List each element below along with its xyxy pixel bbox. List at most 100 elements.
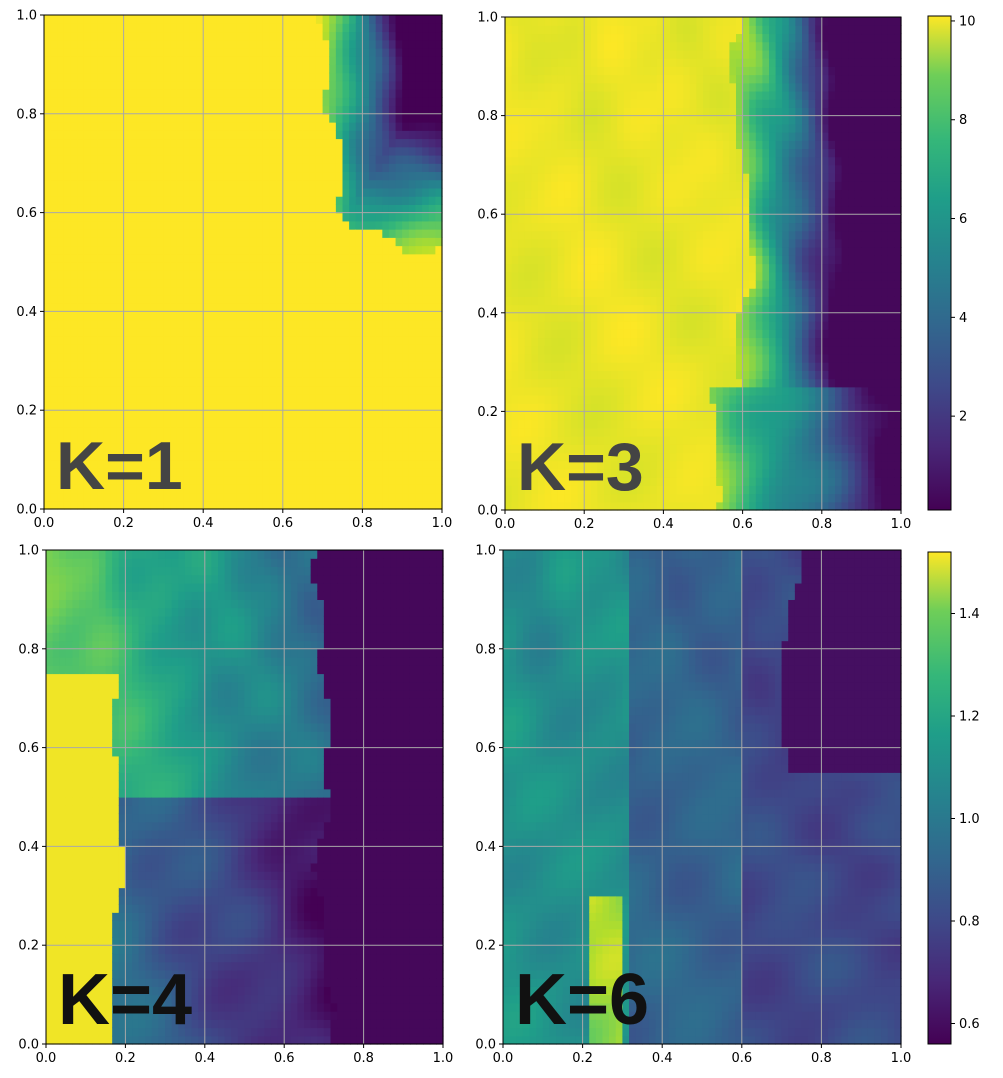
heatmap-cell xyxy=(557,485,565,495)
heatmap-cell xyxy=(63,105,72,115)
heatmap-cell xyxy=(196,39,204,49)
heatmap-cell xyxy=(136,262,145,271)
heatmap-cell xyxy=(189,146,198,156)
heatmap-cell xyxy=(63,270,72,280)
heatmap-cell xyxy=(70,418,78,428)
heatmap-cell xyxy=(355,171,363,181)
heatmap-cell xyxy=(435,15,443,24)
heatmap-cell xyxy=(402,451,410,461)
heatmap-cell xyxy=(276,89,284,98)
heatmap-cell xyxy=(402,344,410,354)
heatmap-cell xyxy=(77,245,85,255)
heatmap-cell xyxy=(262,163,271,173)
heatmap-cell xyxy=(156,451,164,461)
heatmap-cell xyxy=(551,49,559,59)
heatmap-cell xyxy=(538,477,546,486)
heatmap-cell xyxy=(170,212,178,222)
heatmap-cell xyxy=(156,146,164,156)
heatmap-cell xyxy=(551,444,559,454)
heatmap-cell xyxy=(296,97,304,107)
heatmap-cell xyxy=(544,444,552,454)
heatmap-cell xyxy=(189,443,198,452)
heatmap-cell xyxy=(524,279,532,289)
heatmap-cell xyxy=(262,262,271,271)
heatmap-cell xyxy=(130,262,138,271)
heatmap-cell xyxy=(604,247,612,256)
heatmap-cell xyxy=(196,476,204,485)
heatmap-cell xyxy=(544,362,552,371)
heatmap-cell xyxy=(551,288,559,297)
heatmap-cell xyxy=(216,179,224,189)
heatmap-cell xyxy=(355,31,363,41)
heatmap-cell xyxy=(349,393,357,403)
heatmap-cell xyxy=(650,337,658,347)
heatmap-cell xyxy=(189,122,198,131)
heatmap-cell xyxy=(388,113,397,123)
heatmap-cell xyxy=(597,353,605,363)
heatmap-cell xyxy=(83,286,92,296)
heatmap-cell xyxy=(329,344,337,354)
heatmap-cell xyxy=(544,477,552,486)
heatmap-cell xyxy=(551,230,559,240)
heatmap-cell xyxy=(163,311,171,321)
heatmap-cell xyxy=(604,468,612,478)
heatmap-cell xyxy=(170,39,178,49)
heatmap-cell xyxy=(70,245,78,255)
heatmap-cell xyxy=(150,89,158,98)
heatmap-cell xyxy=(375,253,383,263)
heatmap-cell xyxy=(402,443,410,452)
heatmap-cell xyxy=(557,132,565,141)
heatmap-cell xyxy=(610,427,618,437)
heatmap-cell xyxy=(256,294,264,304)
heatmap-cell xyxy=(256,72,264,82)
heatmap-cell xyxy=(123,500,131,510)
heatmap-cell xyxy=(302,47,310,57)
heatmap-cell xyxy=(538,173,546,182)
heatmap-cell xyxy=(637,378,645,388)
heatmap-cell xyxy=(623,304,631,314)
heatmap-cell xyxy=(97,426,105,436)
heatmap-cell xyxy=(395,154,403,164)
heatmap-cell xyxy=(196,15,204,24)
heatmap-cell xyxy=(551,90,559,100)
heatmap-cell xyxy=(342,122,350,131)
heatmap-cell xyxy=(597,197,605,207)
heatmap-cell xyxy=(282,352,291,362)
heatmap-cell xyxy=(538,353,546,363)
heatmap-cell xyxy=(103,220,111,230)
heatmap-cell xyxy=(57,105,65,115)
heatmap-cell xyxy=(643,82,651,92)
heatmap-cell xyxy=(97,500,105,510)
heatmap-cell xyxy=(551,411,559,421)
heatmap-cell xyxy=(538,370,546,380)
heatmap-cell xyxy=(83,89,92,98)
heatmap-cell xyxy=(170,369,178,378)
heatmap-cell xyxy=(623,386,631,396)
heatmap-cell xyxy=(544,132,552,141)
heatmap-cell xyxy=(170,476,178,485)
heatmap-cell xyxy=(630,148,638,158)
heatmap-cell xyxy=(136,451,145,461)
heatmap-cell xyxy=(577,123,585,133)
heatmap-cell xyxy=(116,97,125,107)
heatmap-cell xyxy=(531,353,539,363)
heatmap-cell xyxy=(216,484,224,494)
heatmap-cell xyxy=(322,319,330,329)
heatmap-cell xyxy=(103,303,111,312)
heatmap-cell xyxy=(630,90,638,100)
heatmap-cell xyxy=(524,107,532,117)
heatmap-cell xyxy=(604,115,612,125)
heatmap-cell xyxy=(77,451,85,461)
heatmap-cell xyxy=(375,97,383,107)
heatmap-cell xyxy=(150,393,158,403)
heatmap-cell xyxy=(382,377,390,387)
heatmap-cell xyxy=(50,122,58,131)
heatmap-cell xyxy=(623,255,631,265)
heatmap-cell xyxy=(428,360,436,370)
heatmap-cell xyxy=(571,181,579,191)
heatmap-cell xyxy=(577,255,585,265)
heatmap-cell xyxy=(236,15,244,24)
heatmap-cell xyxy=(362,484,370,494)
heatmap-cell xyxy=(77,56,85,65)
heatmap-cell xyxy=(557,181,565,191)
